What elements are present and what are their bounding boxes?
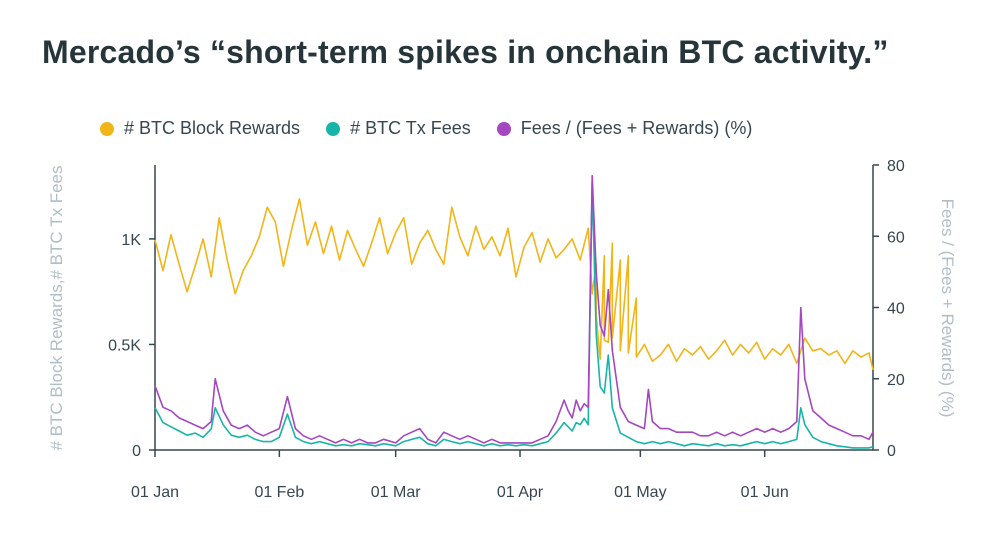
legend-label-fees: # BTC Tx Fees: [350, 118, 471, 138]
x-tick-label: 01 Jun: [741, 484, 789, 501]
legend-item-rewards[interactable]: # BTC Block Rewards: [100, 118, 300, 139]
legend-label-pct: Fees / (Fees + Rewards) (%): [520, 118, 753, 138]
legend-item-fees[interactable]: # BTC Tx Fees: [326, 118, 471, 139]
legend-label-rewards: # BTC Block Rewards: [124, 118, 301, 138]
x-tick-label: 01 Mar: [371, 484, 421, 501]
series-line-pct[interactable]: [154, 174, 874, 444]
axes: 0 0.5K 1K 0 20 40 60 80 01 Jan 01 Feb 01 Mar 01 Apr…: [108, 158, 905, 501]
y-right-tick-label: 0: [887, 443, 896, 460]
series-group: [154, 174, 874, 449]
y-left-tick-label: 0.5K: [108, 337, 141, 354]
y-left-tick-label: 0: [132, 443, 141, 460]
legend-marker-fees: [326, 121, 341, 136]
legend-marker-pct: [496, 121, 511, 136]
series-line-fees[interactable]: [154, 181, 874, 449]
x-tick-label: 01 May: [614, 484, 666, 501]
y-right-tick-label: 20: [887, 372, 905, 389]
y-left-tick-label: 1K: [121, 232, 141, 249]
chart-title: Mercado’s “short-term spikes in onchain …: [42, 34, 889, 70]
x-tick-label: 01 Jan: [131, 484, 179, 501]
y-axis-left-title: # BTC Block Rewards,# BTC Tx Fees: [47, 166, 66, 451]
y-right-tick-label: 40: [887, 301, 905, 318]
y-axis-right-title: Fees / (Fees + Rewards) (%): [938, 199, 957, 418]
legend-marker-rewards: [100, 121, 114, 136]
legend: # BTC Block Rewards # BTC Tx Fees Fees /…: [100, 118, 752, 139]
legend-item-pct[interactable]: Fees / (Fees + Rewards) (%): [496, 118, 753, 139]
x-tick-label: 01 Apr: [497, 484, 544, 501]
series-line-rewards[interactable]: [154, 198, 874, 370]
x-tick-label: 01 Feb: [254, 484, 304, 501]
y-right-tick-label: 80: [887, 158, 905, 175]
y-right-tick-label: 60: [887, 229, 905, 246]
